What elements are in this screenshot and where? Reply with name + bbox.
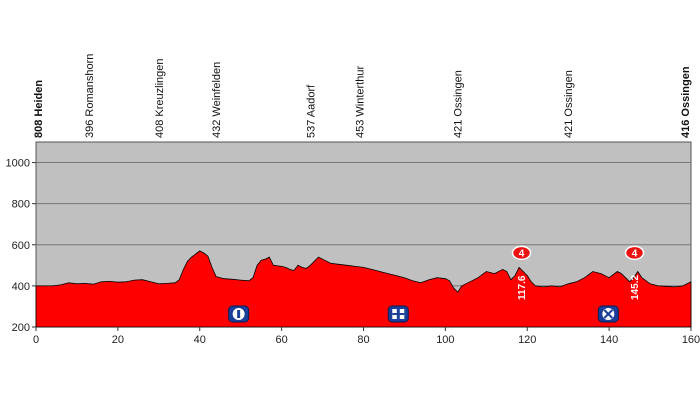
x-tick-label: 160 <box>682 334 700 346</box>
x-tick-label: 140 <box>600 334 618 346</box>
y-axis: 200 400 600 800 1000 <box>6 158 36 334</box>
elevation-area <box>35 250 692 328</box>
crossroads-icon <box>597 305 619 323</box>
x-tick-label: 40 <box>194 334 206 346</box>
climb-km-label: 145.2 <box>630 275 641 300</box>
place-label: 408 Kreuzlingen <box>154 58 166 138</box>
place-label: 421 Ossingen <box>563 70 575 138</box>
climb-badge-shape <box>511 245 532 261</box>
feed-zone-icon <box>228 305 250 323</box>
place-label: 416 Ossingen <box>680 66 692 138</box>
place-labels: 808 Heiden 396 Romanshorn 408 Kreuzlingen 4… <box>33 54 692 138</box>
x-tick-label: 100 <box>436 334 454 346</box>
route-markers <box>228 305 619 323</box>
y-tick-label: 600 <box>12 240 30 252</box>
sprint-icon <box>387 305 409 323</box>
x-axis: 0 20 40 60 80 100 120 140 160 <box>33 327 700 346</box>
place-label: 808 Heiden <box>33 80 45 138</box>
place-label: 453 Winterthur <box>354 66 366 138</box>
y-tick-label: 400 <box>12 281 30 293</box>
x-tick-label: 0 <box>33 334 39 346</box>
climb-km-label: 117.6 <box>517 275 528 300</box>
climb-category-label: 4 <box>519 248 525 259</box>
y-tick-label: 800 <box>12 199 30 211</box>
x-tick-label: 120 <box>518 334 536 346</box>
x-tick-label: 20 <box>112 334 124 346</box>
climb-markers: 4 117.6 4 145.2 <box>511 245 645 300</box>
climb-badge-shape <box>624 245 645 261</box>
y-tick-label: 1000 <box>6 158 30 170</box>
place-label: 432 Weinfelden <box>211 62 223 138</box>
place-label: 396 Romanshorn <box>84 54 96 138</box>
place-label: 537 Aadorf <box>305 84 317 138</box>
x-tick-label: 60 <box>276 334 288 346</box>
place-label: 421 Ossingen <box>453 70 465 138</box>
climb-category-label: 4 <box>632 248 638 259</box>
climb-category-badge: 4 <box>511 245 532 261</box>
y-tick-label: 200 <box>12 322 30 334</box>
x-tick-label: 80 <box>357 334 369 346</box>
climb-category-badge: 4 <box>624 245 645 261</box>
